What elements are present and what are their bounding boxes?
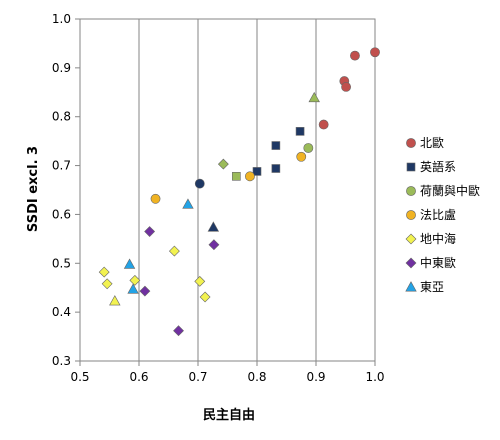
legend-marker: [406, 138, 416, 148]
data-point: [232, 172, 241, 181]
y-tick-label: 0.6: [52, 207, 71, 221]
legend-label: 英語系: [420, 159, 456, 174]
x-axis-title: 民主自由: [203, 407, 255, 423]
legend-marker: [406, 186, 416, 196]
data-point: [123, 258, 136, 269]
legend-label: 北歐: [420, 135, 444, 150]
data-point: [341, 82, 351, 92]
data-point: [217, 158, 229, 170]
y-axis-title: SSDI excl. 3: [26, 146, 41, 232]
data-point: [350, 50, 360, 61]
data-point: [245, 171, 255, 182]
y-tick-label: 1.0: [52, 12, 71, 26]
data-point: [101, 278, 113, 290]
x-tick-label: 0.9: [306, 370, 325, 384]
data-point: [207, 221, 220, 232]
legend-marker: [405, 233, 417, 245]
data-point: [173, 325, 184, 337]
data-point: [109, 295, 121, 306]
legend-marker: [405, 281, 417, 292]
plot-area: [75, 18, 376, 366]
y-tick-label: 0.5: [52, 256, 71, 270]
data-point: [295, 127, 305, 136]
data-point: [182, 198, 194, 209]
legend-marker: [406, 162, 416, 172]
legend-marker: [405, 257, 417, 269]
data-point: [144, 226, 156, 237]
data-point: [194, 275, 206, 287]
data-points: [98, 47, 380, 337]
data-point: [150, 193, 161, 204]
data-point: [194, 178, 205, 189]
legend-label: 法比盧: [420, 208, 456, 222]
y-tick-label: 0.8: [52, 110, 71, 124]
x-tick-label: 0.6: [129, 370, 148, 384]
data-point: [308, 91, 320, 103]
data-point: [139, 285, 151, 297]
data-point: [199, 291, 211, 303]
y-tick-label: 0.7: [52, 159, 71, 173]
tick-labels: 0.5 0.6 0.7 0.8 0.9 1.0 0.3 0.4 0.5 0.6 0.7 0.8 0.9 1…: [52, 12, 385, 384]
legend-label: 荷蘭與中歐: [420, 183, 480, 198]
data-point: [318, 119, 329, 130]
x-tick-label: 0.7: [188, 370, 207, 384]
y-tick-label: 0.3: [52, 354, 71, 368]
x-tick-label: 0.5: [70, 370, 89, 384]
y-tick-label: 0.4: [52, 305, 71, 319]
y-tick-label: 0.9: [52, 61, 71, 75]
x-tick-label: 0.8: [247, 370, 266, 384]
data-point: [208, 239, 220, 251]
x-tick-label: 1.0: [365, 370, 384, 384]
data-point: [296, 151, 307, 162]
plot-frame: [79, 18, 376, 362]
data-point: [303, 143, 314, 153]
legend-label: 東亞: [420, 280, 444, 294]
data-point: [271, 164, 281, 173]
data-point: [98, 266, 110, 278]
data-point: [127, 283, 139, 294]
data-point: [129, 274, 141, 286]
data-point: [252, 167, 262, 176]
data-point: [271, 141, 281, 150]
legend-label: 地中海: [420, 231, 456, 246]
legend-marker: [406, 210, 416, 220]
data-point: [168, 245, 180, 257]
legend-label: 中東歐: [420, 255, 456, 270]
data-point: [370, 47, 380, 58]
